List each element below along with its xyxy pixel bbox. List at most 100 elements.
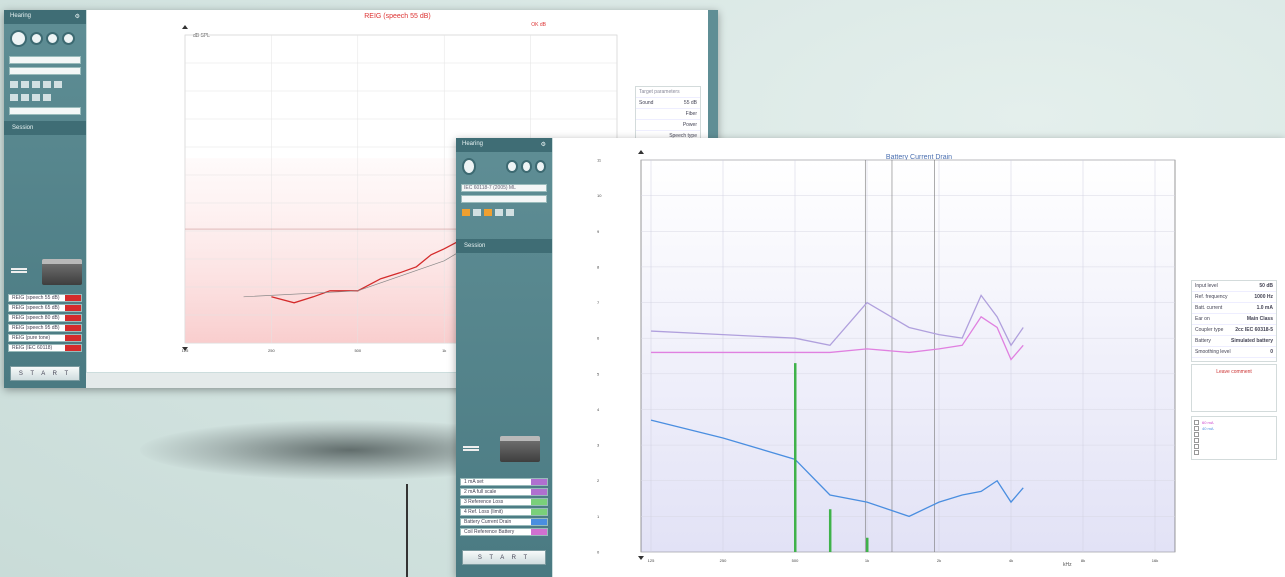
battery-chart[interactable]: 0 1 2 3 4 5 6 7 8 9 10 11 125 250 500 1k 2k 4k 8k 16k	[553, 138, 1193, 577]
series-line	[651, 315, 1024, 361]
tool-icon[interactable]	[21, 94, 29, 101]
curve-item[interactable]: 3 Reference Loss	[460, 498, 548, 506]
scroll-down-icon	[638, 556, 644, 560]
y-tick-label: 6	[597, 336, 600, 341]
ear-selector	[456, 152, 552, 181]
tool-icon[interactable]	[506, 209, 514, 216]
ear-selector	[4, 24, 86, 53]
protocol-dropdown[interactable]: IEC 60118-7 (2005) ML	[461, 184, 547, 192]
tool-icon[interactable]	[473, 209, 481, 216]
save-icon[interactable]	[484, 209, 492, 216]
session-field[interactable]	[9, 67, 81, 75]
info-row: Smoothing level 0	[1192, 347, 1276, 358]
legend-checkbox[interactable]	[1194, 443, 1199, 449]
legend-row: Sound 55 dB	[636, 98, 700, 109]
curve-item[interactable]: 4 Ref. Loss (limit)	[460, 508, 548, 516]
curve-item[interactable]: Battery Current Drain	[460, 518, 548, 526]
info-key: Ref. frequency	[1195, 294, 1228, 300]
x-axis-unit: kHz	[1063, 562, 1072, 568]
curve-label: Battery Current Drain	[464, 519, 512, 525]
x-tick-label: 8k	[1081, 558, 1085, 563]
session-section[interactable]: Session	[456, 239, 552, 253]
session-section[interactable]: Session	[4, 121, 86, 135]
protocol-dropdown[interactable]	[9, 56, 81, 64]
chart-title: REIG (speech 55 dB)	[364, 13, 431, 20]
chart-title: Battery Current Drain	[885, 154, 953, 161]
series-line	[650, 419, 1024, 518]
curve-item[interactable]: REIG (speech 80 dB)	[8, 314, 82, 322]
x-tick-label: 1k	[865, 558, 869, 563]
target-legend: Target parameters Sound 55 dB Fiber Power Sp…	[635, 86, 701, 153]
y-tick-label: 7	[597, 300, 600, 305]
y-tick-label: 0	[597, 550, 600, 555]
ear-left-icon[interactable]	[30, 32, 43, 45]
ear-both-icon[interactable]	[10, 30, 27, 47]
tool-icon[interactable]	[21, 81, 29, 88]
spike-bar	[866, 537, 869, 552]
curve-item[interactable]: 2 mA full scale	[460, 488, 548, 496]
legend-item[interactable]	[1194, 437, 1274, 443]
tool-icon[interactable]	[10, 94, 18, 101]
tool-icon[interactable]	[10, 81, 18, 88]
settings-icon[interactable]: ⚙	[74, 14, 80, 20]
curve-item[interactable]: REIG (speech 65 dB)	[8, 304, 82, 312]
tool-icon[interactable]	[32, 94, 40, 101]
start-button[interactable]: S T A R T	[10, 366, 80, 381]
x-tick-label: 250	[720, 558, 727, 563]
legend-checkbox[interactable]	[1194, 431, 1199, 437]
tool-icon[interactable]	[43, 81, 51, 88]
search-input[interactable]	[9, 107, 81, 115]
sidebar-header: Hearing ⚙	[456, 138, 552, 152]
ear-binaural-icon[interactable]	[62, 32, 75, 45]
legend-item[interactable]	[1194, 443, 1274, 449]
curve-item[interactable]: 1 mA set	[460, 478, 548, 486]
curve-list: REIG (speech 55 dB) REIG (speech 65 dB) RE…	[8, 294, 82, 354]
legend-key: Sound	[639, 100, 654, 106]
info-row: Ref. frequency 1000 Hz	[1192, 292, 1276, 303]
sidebar-header: Hearing ⚙	[4, 10, 86, 24]
curve-item[interactable]: Coil Reference Battery	[460, 528, 548, 536]
comment-box[interactable]: Leave comment	[1191, 364, 1277, 412]
settings-icon[interactable]: ⚙	[540, 142, 546, 148]
legend-checkbox[interactable]	[1194, 425, 1199, 431]
tool-icon[interactable]	[43, 94, 51, 101]
ear-left-icon[interactable]	[506, 160, 518, 173]
curve-color-swatch	[65, 335, 81, 341]
legend-checkbox[interactable]	[1194, 449, 1199, 455]
curve-label: 3 Reference Loss	[464, 499, 504, 505]
y-tick-label: 11	[597, 158, 602, 163]
legend-item[interactable]	[1194, 431, 1274, 437]
ear-right-icon[interactable]	[520, 160, 532, 173]
y-tick-label: 10	[597, 193, 602, 198]
x-tick-label: 500	[792, 558, 799, 563]
curve-item[interactable]: REIG (speech 55 dB)	[8, 294, 82, 302]
curve-item[interactable]: REIG (speech 95 dB)	[8, 324, 82, 332]
curve-item[interactable]: REIG (IEC 60118)	[8, 344, 82, 352]
curve-label: REIG (speech 95 dB)	[12, 325, 60, 331]
tool-icon[interactable]	[54, 81, 62, 88]
start-button[interactable]: S T A R T	[462, 550, 546, 565]
legend-item[interactable]	[1194, 449, 1274, 455]
legend-checkbox[interactable]	[1194, 437, 1199, 443]
legend-item[interactable]: 40 mA	[1194, 425, 1274, 431]
tool-icon[interactable]	[495, 209, 503, 216]
curve-color-swatch	[531, 529, 547, 535]
info-key: Battery	[1195, 338, 1211, 344]
legend-checkbox[interactable]	[1194, 419, 1199, 425]
ear-both-icon[interactable]	[462, 158, 477, 175]
legend-item[interactable]: 60 mA	[1194, 419, 1274, 425]
session-field[interactable]	[461, 195, 547, 203]
x-tick-label: 2k	[937, 558, 941, 563]
plot-frame	[640, 159, 1176, 553]
curve-item[interactable]: REIG (pure tone)	[8, 334, 82, 342]
folder-icon[interactable]	[462, 209, 470, 216]
spike-bar	[794, 363, 797, 552]
info-value: Simulated battery	[1231, 338, 1273, 344]
y-tick-label: 8	[597, 264, 600, 269]
tool-icon[interactable]	[32, 81, 40, 88]
spike-bar	[828, 509, 832, 552]
curve-color-swatch	[65, 315, 81, 321]
ear-right-icon[interactable]	[46, 32, 59, 45]
ear-binaural-icon[interactable]	[534, 160, 547, 173]
curve-color-swatch	[65, 295, 81, 301]
